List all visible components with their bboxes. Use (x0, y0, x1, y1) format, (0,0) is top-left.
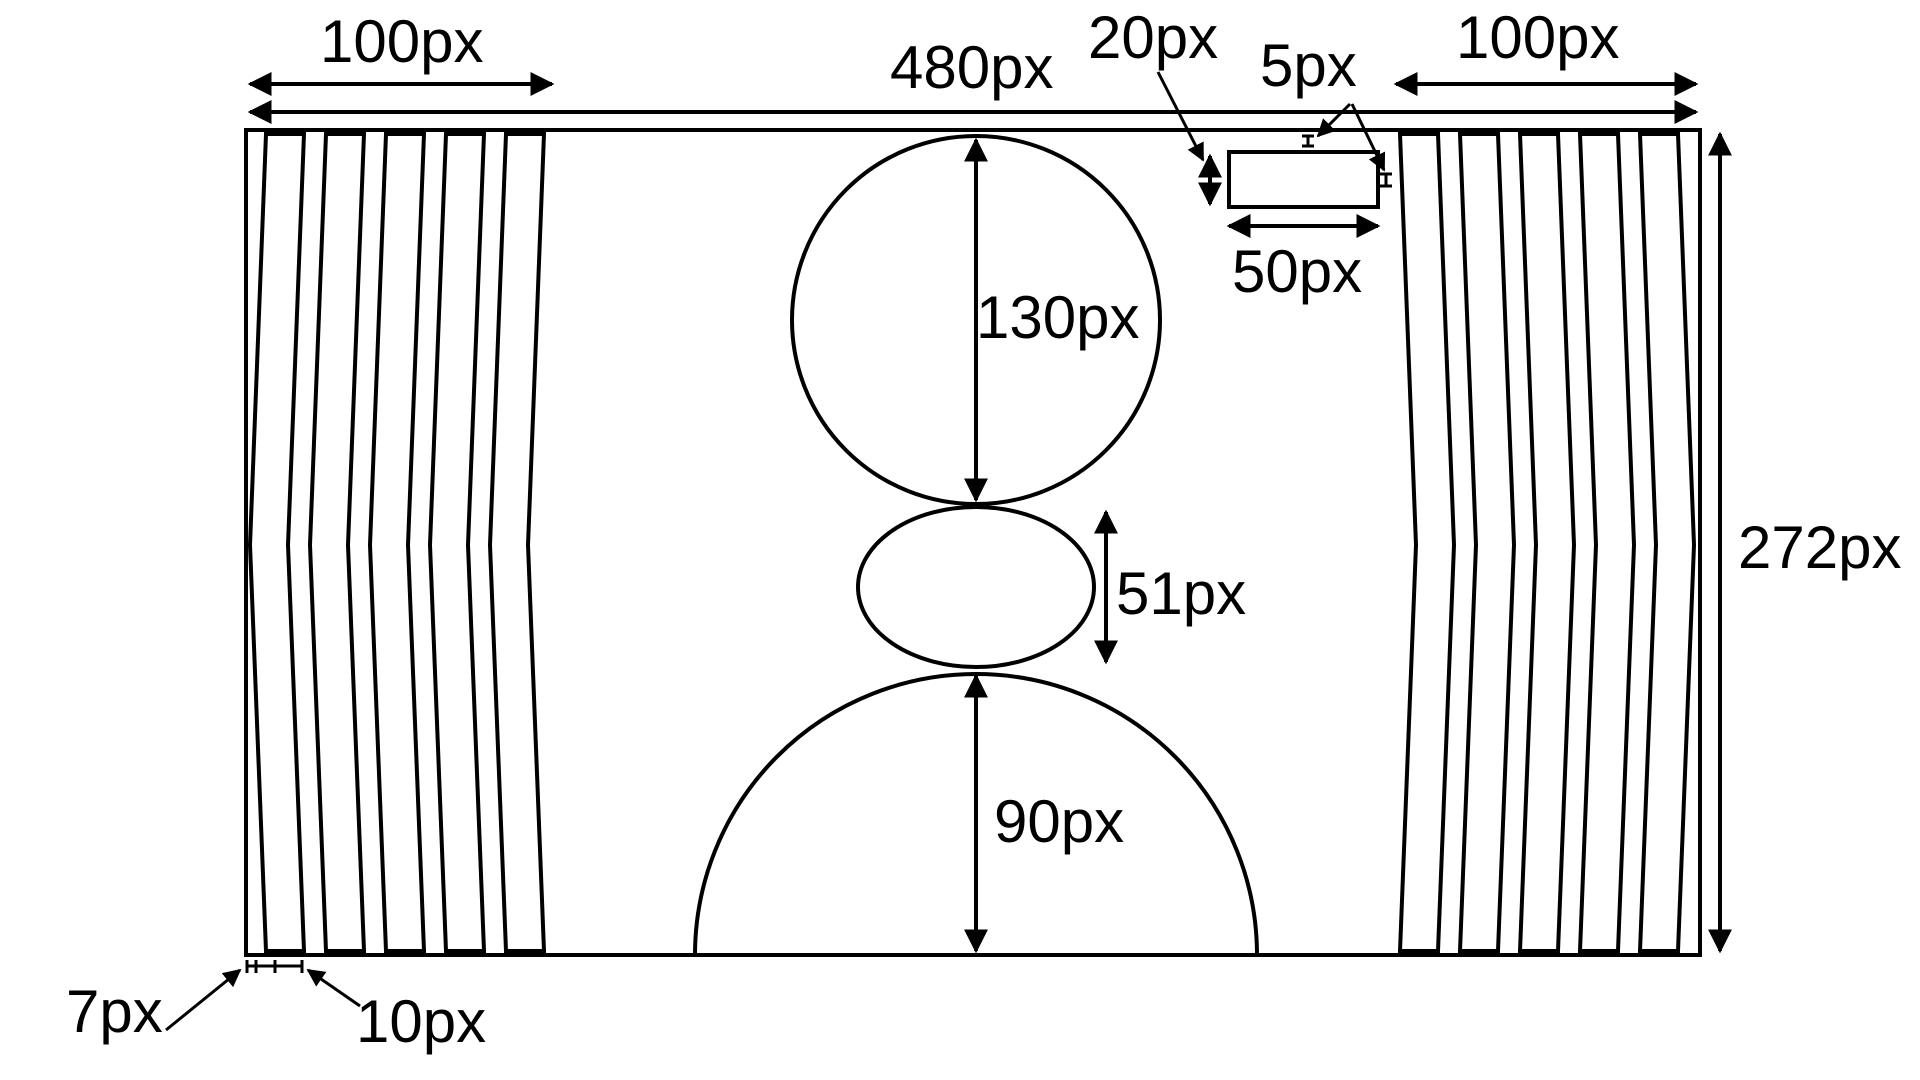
rect-height-leader (1156, 71, 1205, 162)
rect-padding-leader-top (1316, 102, 1352, 138)
curtain-stripe (1637, 132, 1697, 953)
stripe-width-label: 7px (66, 978, 163, 1045)
left-band-width-label: 100px (320, 8, 483, 75)
total-height-label: 272px (1738, 514, 1901, 581)
stripe-measure-marks (245, 960, 304, 973)
stripe-gap-leader (306, 968, 361, 1008)
right-curtain-stripes (1397, 132, 1697, 953)
top-circle-height-label: 130px (976, 284, 1139, 351)
curtain-stripe (487, 132, 547, 953)
rect-padding-label: 5px (1260, 32, 1357, 99)
curtain-stripe (247, 132, 307, 953)
bottom-arc-height-label: 90px (994, 788, 1124, 855)
curtain-stripe (367, 132, 427, 953)
rect-padding-marks (1302, 134, 1392, 188)
rect-width-label: 50px (1232, 238, 1362, 305)
middle-ellipse-height-label: 51px (1116, 560, 1246, 627)
left-curtain-stripes (247, 132, 547, 953)
small-rectangle (1227, 150, 1380, 209)
curtain-stripe (1577, 132, 1637, 953)
curtain-stripe (1397, 132, 1457, 953)
stripe-gap-label: 10px (356, 988, 486, 1055)
rect-height-label: 20px (1088, 4, 1218, 71)
middle-ellipse (856, 505, 1096, 669)
stripe-width-leader (165, 968, 242, 1032)
curtain-stripe (307, 132, 367, 953)
curtain-stripe (1517, 132, 1577, 953)
curtain-stripe (427, 132, 487, 953)
rect-padding-leader-right (1350, 103, 1386, 172)
top-circle (790, 134, 1162, 506)
outer-frame (244, 128, 1702, 957)
total-width-label: 480px (890, 34, 1053, 101)
curtain-stripe (1457, 132, 1517, 953)
right-band-width-label: 100px (1456, 4, 1619, 71)
